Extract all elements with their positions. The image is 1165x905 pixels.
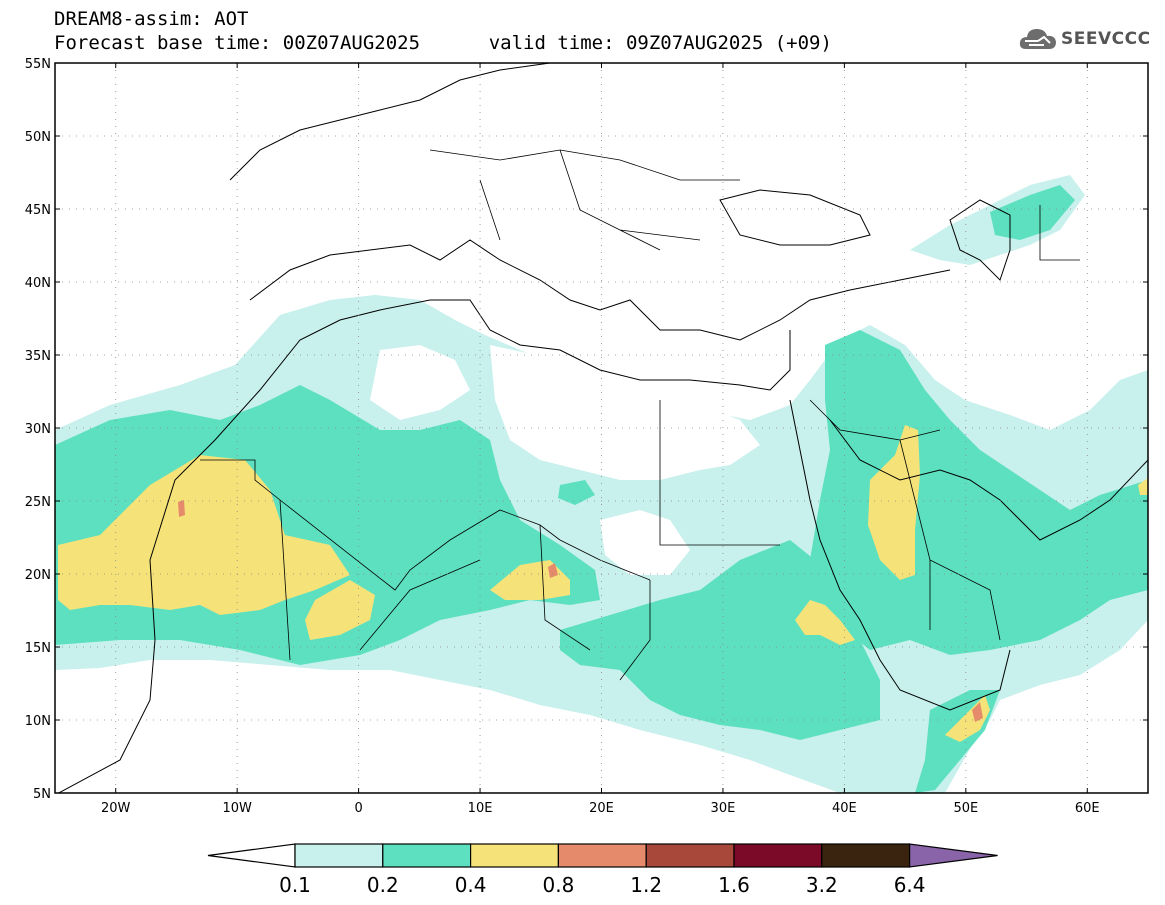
chart-title: DREAM8-assim: AOT <box>54 8 249 30</box>
coast-africa-east <box>789 399 1011 711</box>
aot-clear-libya <box>490 345 760 480</box>
aot-contour-0.2-caspian <box>990 185 1075 240</box>
valid-time-label: valid time: <box>488 32 626 54</box>
aot-contour-0.4-oman <box>1138 478 1148 495</box>
coastlines <box>57 63 1148 793</box>
forecast-times: Forecast base time: 00Z07AUG2025 valid t… <box>54 32 832 54</box>
lat-tick-label: 15N <box>25 641 51 656</box>
colorbar-label: 1.6 <box>718 873 750 897</box>
lon-tick-label: 10E <box>468 801 493 816</box>
aot-contour-0.2-small <box>558 480 595 505</box>
lat-tick-label: 35N <box>25 349 51 364</box>
colorbar-under-triangle <box>207 843 296 868</box>
lat-tick-label: 55N <box>25 57 51 72</box>
border-lines-1 <box>200 459 651 591</box>
colorbar-box <box>294 843 384 868</box>
colorbar-label: 0.8 <box>542 873 574 897</box>
aot-contour-0.4-niger <box>305 580 375 640</box>
aot-contour-0.8-somalia <box>972 702 983 722</box>
border-lines-2 <box>279 400 780 681</box>
base-time-value: 00Z07AUG2025 <box>282 32 421 54</box>
aot-contour-0.4-mauritania <box>58 455 350 615</box>
lat-tick-label: 30N <box>25 422 51 437</box>
colorbar-label: 0.2 <box>367 873 399 897</box>
logo-text: SEEVCCC <box>1061 29 1151 49</box>
coast-europe-north <box>229 63 551 181</box>
colorbar-box <box>470 843 560 868</box>
colorbar-label: 0.4 <box>455 873 487 897</box>
aot-clear-chad <box>600 510 690 575</box>
lon-tick-label: 60E <box>1075 801 1100 816</box>
colorbar-label: 0.1 <box>279 873 311 897</box>
aot-contour-0.4-eritrea <box>795 600 855 645</box>
lat-tick-label: 5N <box>33 787 51 802</box>
lat-tick-label: 10N <box>25 714 51 729</box>
country-borders <box>200 149 1080 681</box>
base-time-label: Forecast base time: <box>54 32 283 54</box>
colorbar-label: 3.2 <box>806 873 838 897</box>
aot-contour-0.8-chad <box>548 563 558 578</box>
lon-tick-label: 50E <box>953 801 978 816</box>
latitude-axis: 55N 50N 45N 40N 35N 30N 25N 20N 15N 10N 5N <box>25 57 1148 802</box>
grid-lines <box>55 63 1148 793</box>
colorbar-over-triangle <box>908 843 998 868</box>
coast-caspian <box>949 199 1011 281</box>
aot-contour-0.8-wsahara <box>178 500 185 517</box>
aot-field <box>55 175 1148 793</box>
valid-time-value: 09Z07AUG2025 (+09) <box>625 32 832 54</box>
longitude-axis: 20W 10W 0 10E 20E 30E 40E 50E 60E <box>101 63 1100 816</box>
aot-contour-0.2-sudan <box>560 540 880 740</box>
lon-tick-label: 20E <box>589 801 614 816</box>
aot-clear-algeria <box>370 345 470 420</box>
lon-tick-label: 30E <box>711 801 736 816</box>
lat-tick-label: 40N <box>25 276 51 291</box>
coast-arabia <box>829 419 1148 541</box>
lon-tick-label: 40E <box>832 801 857 816</box>
coast-europe-south <box>249 239 951 341</box>
border-lines-4 <box>429 149 740 251</box>
colorbar-label: 1.2 <box>630 873 662 897</box>
colorbar-label: 6.4 <box>894 873 926 897</box>
coast-blacksea <box>719 189 871 246</box>
colorbar-box <box>557 843 647 868</box>
lat-tick-label: 45N <box>25 203 51 218</box>
coast-africa-west <box>57 299 791 793</box>
lat-tick-label: 50N <box>25 130 51 145</box>
colorbar-box <box>821 843 911 868</box>
lon-tick-label: 0 <box>354 801 362 816</box>
colorbar-box <box>382 843 472 868</box>
border-lines-3 <box>809 205 1080 641</box>
aot-contour-0.4-arabia <box>868 425 920 580</box>
colorbar-box <box>733 843 823 868</box>
lon-tick-label: 10W <box>222 801 252 816</box>
lon-tick-label: 20W <box>101 801 131 816</box>
lat-tick-label: 25N <box>25 495 51 510</box>
cloud-logo-icon <box>1019 29 1056 49</box>
colorbar-box <box>645 843 735 868</box>
lat-tick-label: 20N <box>25 568 51 583</box>
colorbar: 0.1 0.2 0.4 0.8 1.2 1.6 3.2 6.4 <box>207 843 998 897</box>
seevccc-logo: SEEVCCC <box>1018 24 1151 54</box>
